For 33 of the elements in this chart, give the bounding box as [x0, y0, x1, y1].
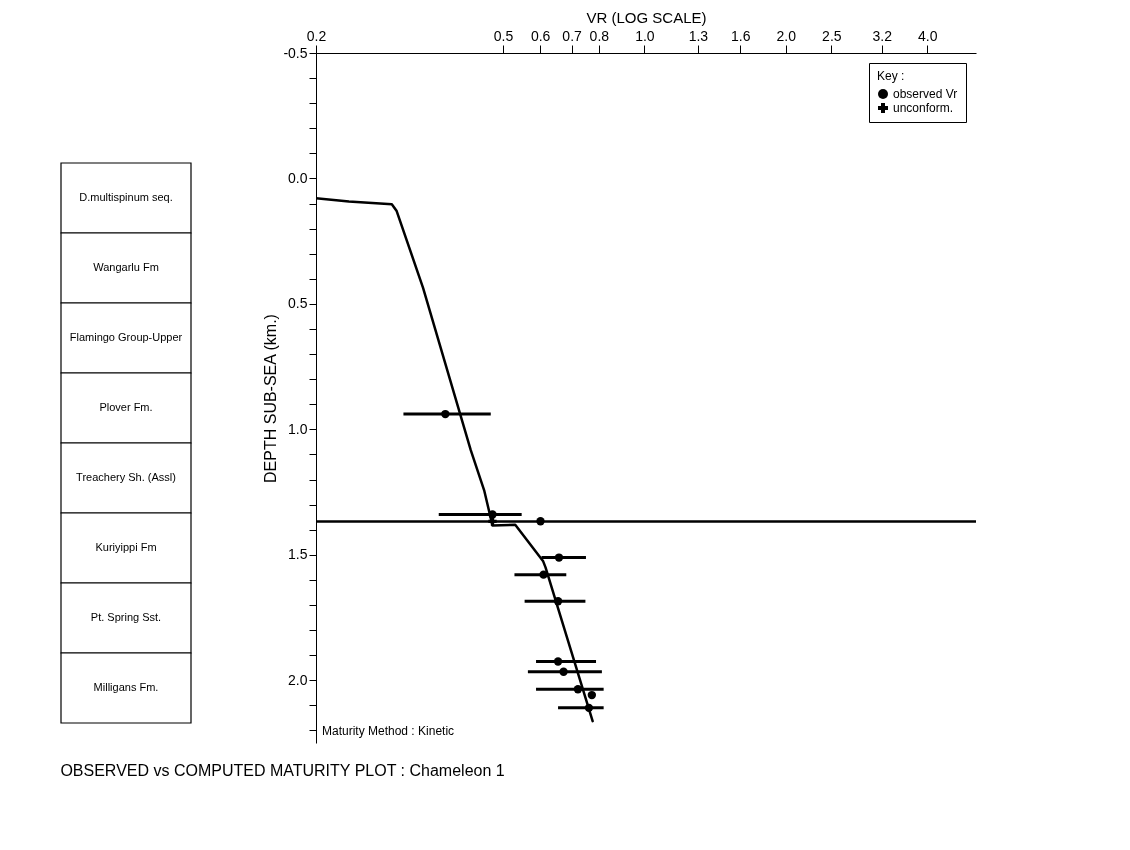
x-tick-label: 3.2 [872, 27, 893, 44]
legend-label: unconform. [893, 101, 954, 115]
y-tick-label: 1.5 [288, 546, 308, 563]
text: Treachery Sh. (Assl) [76, 471, 176, 483]
y-axis-title: DEPTH SUB-SEA (km.) [262, 314, 280, 483]
x-tick-label: 1.6 [731, 27, 751, 44]
text: D.multispinum seq. [79, 191, 173, 203]
y-tick-label: -0.5 [283, 44, 308, 61]
text: Kuriyippi Fm [95, 541, 157, 553]
x-tick-label: 1.0 [635, 27, 655, 44]
text: Pt. Spring Sst. [90, 611, 162, 623]
x-tick-label: 0.5 [493, 27, 514, 44]
x-axis-title: VR (LOG SCALE) [586, 8, 707, 26]
x-tick-label: 0.8 [589, 27, 610, 44]
text: OBSERVED vs COMPUTED MATURITY PLOT : Chameleon 1 [60, 762, 505, 779]
annotation: Maturity Method : Kinetic [322, 724, 455, 738]
y-tick-label: 0.0 [288, 169, 308, 186]
legend-label: observed Vr [893, 87, 958, 101]
y-tick-label: 0.5 [288, 295, 308, 312]
legend-title: Key : [877, 69, 905, 83]
x-tick-label: 2.0 [776, 27, 797, 44]
x-tick-label: 0.2 [306, 27, 327, 44]
y-tick-label: 1.0 [288, 420, 308, 437]
text: Plover Fm. [99, 401, 153, 413]
x-tick-label: 2.5 [822, 27, 842, 44]
x-tick-label: 4.0 [918, 27, 938, 44]
text: Wangarlu Fm [93, 261, 159, 273]
y-tick-label: 2.0 [288, 671, 308, 688]
x-tick-label: 0.6 [530, 27, 551, 44]
x-tick-label: 1.3 [688, 27, 709, 44]
x-tick-label: 0.7 [562, 27, 583, 44]
text: Milligans Fm. [93, 681, 159, 693]
text: Flamingo Group-Upper [69, 331, 183, 343]
